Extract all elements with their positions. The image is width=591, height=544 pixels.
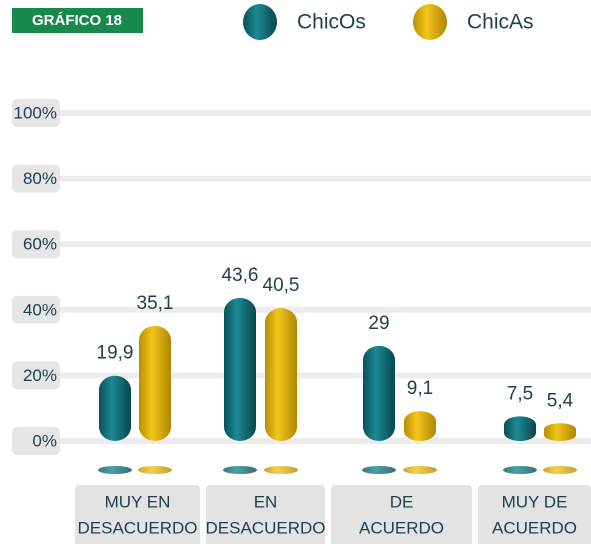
value-label: 35,1 [137, 293, 174, 314]
x-tick-label: DESACUERDO [206, 518, 326, 537]
bar [504, 416, 536, 441]
bar-shadow [98, 466, 132, 474]
bar [139, 325, 171, 441]
legend-swatch [413, 4, 447, 40]
grid-line [12, 175, 591, 182]
grid-line [12, 438, 591, 444]
bar-shadow [503, 466, 537, 474]
bar [99, 375, 131, 441]
x-tick-label: MUY EN [105, 492, 171, 511]
bar [404, 411, 436, 441]
value-label: 7,5 [507, 383, 533, 404]
grid-line [12, 241, 591, 248]
tick-box [12, 230, 60, 259]
value-label: 19,9 [97, 343, 134, 364]
y-tick-label: 40% [23, 300, 57, 319]
tick-box [12, 164, 60, 193]
tick-box [12, 295, 60, 324]
bar [544, 423, 576, 441]
y-tick-label: 60% [23, 235, 57, 254]
tick-box [12, 361, 60, 390]
bar-shadow [223, 466, 257, 474]
x-tick-label: ACUERDO [492, 518, 577, 537]
x-tick-label: MUY DE [502, 492, 568, 511]
tick-box [12, 99, 60, 127]
legend-label: ChicOs [297, 11, 366, 34]
legend-label: ChicAs [467, 11, 534, 34]
x-tick-label: ACUERDO [359, 518, 444, 537]
category-box [206, 485, 325, 544]
value-label: 29 [368, 313, 389, 334]
bar-shadow [543, 466, 577, 474]
bar-shadow [264, 466, 298, 474]
value-label: 40,5 [263, 275, 300, 296]
x-tick-label: EN [254, 492, 278, 511]
x-tick-label: DESACUERDO [78, 518, 198, 537]
bar-shadow [138, 466, 172, 474]
badge: GRÁFICO 18 [32, 12, 122, 29]
y-tick-label: 20% [23, 366, 57, 385]
bar [363, 345, 395, 441]
category-box [478, 485, 591, 544]
grid-line [12, 372, 591, 379]
badge-box [12, 8, 143, 33]
bar [265, 308, 297, 441]
value-label: 5,4 [547, 390, 574, 411]
y-tick-label: 100% [14, 103, 57, 122]
bar-shadow [403, 466, 437, 474]
grid-line [12, 306, 591, 313]
y-tick-label: 0% [32, 431, 57, 450]
grid-line [12, 110, 591, 116]
category-box [75, 485, 200, 544]
x-tick-label: DE [390, 492, 414, 511]
y-tick-label: 80% [23, 169, 57, 188]
legend-swatch [243, 4, 277, 40]
bar [224, 297, 256, 441]
category-box [331, 485, 472, 544]
bar-shadow [362, 466, 396, 474]
value-label: 43,6 [222, 265, 259, 286]
tick-box [12, 427, 60, 455]
value-label: 9,1 [407, 378, 433, 399]
